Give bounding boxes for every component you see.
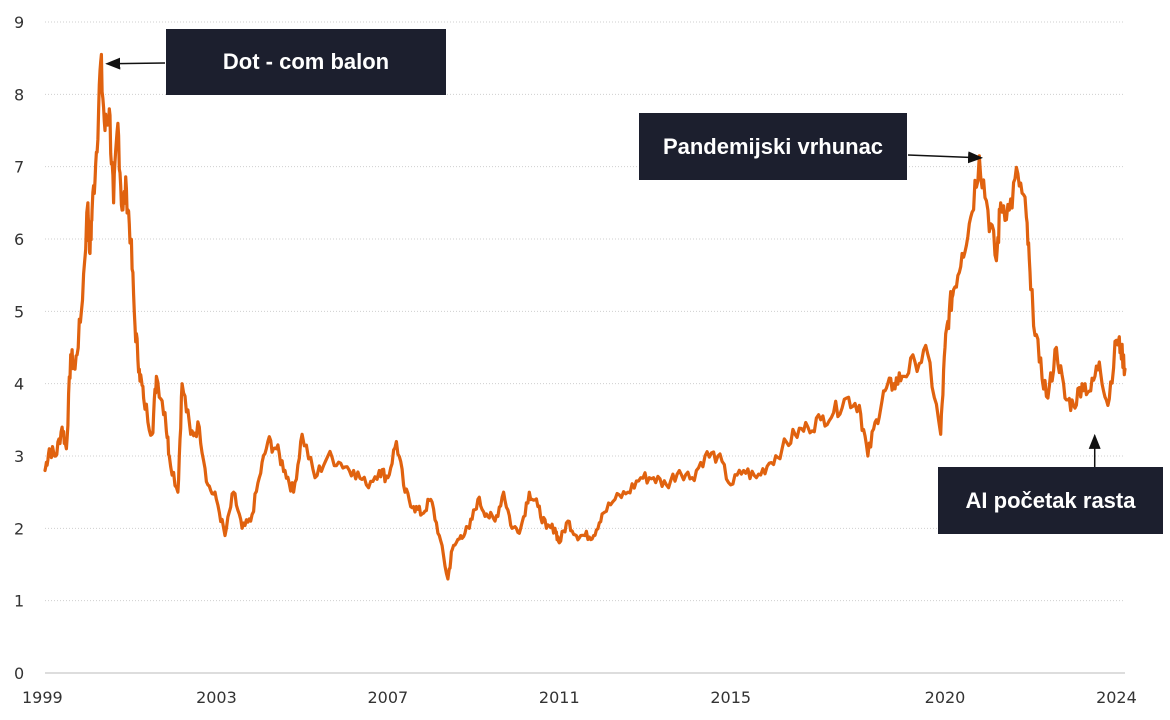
annotation-ai-label: AI početak rasta [965, 487, 1136, 513]
y-tick-label: 3 [14, 447, 24, 466]
y-tick-label: 9 [14, 13, 24, 32]
y-tick-label: 8 [14, 85, 24, 104]
y-axis-ticks: 0 1 2 3 4 5 6 7 8 9 [14, 13, 24, 683]
x-tick-label: 2024 [1096, 688, 1137, 707]
annotation-dotcom-bubble: Dot - com balon [166, 29, 446, 95]
y-tick-label: 7 [14, 158, 24, 177]
annotation-pandemic-peak: Pandemijski vrhunac [639, 113, 907, 180]
gridlines [45, 21, 1125, 674]
y-tick-label: 0 [14, 664, 24, 683]
annotation-pandemic-label: Pandemijski vrhunac [662, 133, 884, 159]
x-tick-label: 2015 [710, 688, 751, 707]
annotation-ai-growth: AI početak rasta [938, 467, 1163, 534]
y-tick-label: 5 [14, 302, 24, 321]
y-tick-label: 1 [14, 592, 24, 611]
annotation-arrow-pandemic [907, 151, 984, 164]
annotation-arrows [105, 57, 1101, 467]
x-tick-label: 2020 [925, 688, 966, 707]
x-tick-label: 2007 [367, 688, 408, 707]
x-tick-label: 1999 [22, 688, 63, 707]
x-axis-ticks: 1999 2003 2007 2011 2015 2020 2024 [22, 688, 1137, 707]
series-line [43, 52, 1127, 581]
x-tick-label: 2003 [196, 688, 237, 707]
x-tick-label: 2011 [539, 688, 580, 707]
y-tick-label: 4 [14, 375, 24, 394]
y-tick-label: 2 [14, 519, 24, 538]
y-tick-label: 6 [14, 230, 24, 249]
annotation-dotcom-label: Dot - com balon [222, 49, 390, 74]
series-layer [43, 52, 1127, 581]
annotation-arrow-dotcom [105, 57, 166, 70]
